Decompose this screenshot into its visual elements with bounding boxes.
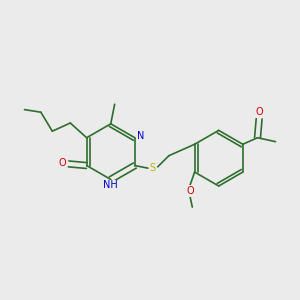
- Text: S: S: [150, 163, 156, 173]
- Text: O: O: [187, 186, 194, 196]
- Text: NH: NH: [103, 180, 118, 190]
- Text: N: N: [137, 131, 144, 141]
- Text: O: O: [58, 158, 66, 168]
- Text: O: O: [255, 107, 263, 117]
